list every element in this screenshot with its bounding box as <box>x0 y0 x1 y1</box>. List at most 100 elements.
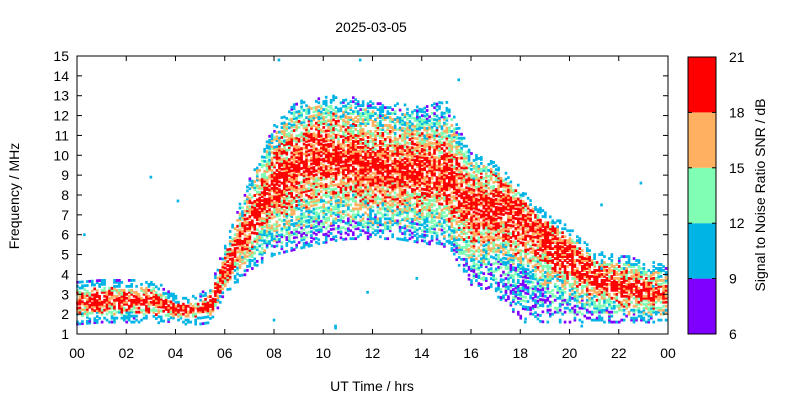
data-point <box>214 284 217 288</box>
data-point <box>342 140 345 144</box>
data-point <box>401 226 404 230</box>
data-point <box>403 163 407 166</box>
data-point <box>445 194 449 198</box>
data-point <box>265 245 269 249</box>
data-point <box>297 217 301 221</box>
data-point <box>127 296 131 300</box>
data-point <box>361 122 365 125</box>
data-point <box>398 219 402 223</box>
data-point <box>354 185 358 189</box>
data-point <box>236 224 239 228</box>
data-point <box>78 294 82 298</box>
data-point <box>418 211 422 214</box>
data-point <box>388 157 392 161</box>
data-point <box>354 138 358 141</box>
data-point <box>265 192 269 195</box>
data-point <box>344 182 348 185</box>
data-point <box>307 203 311 206</box>
data-point <box>462 154 466 158</box>
data-point <box>157 305 161 309</box>
data-point <box>305 155 308 159</box>
data-point <box>223 280 227 284</box>
data-point <box>287 174 291 177</box>
data-point <box>428 184 431 188</box>
data-point <box>366 104 370 108</box>
data-point <box>361 149 365 153</box>
data-point <box>334 155 338 159</box>
data-point <box>420 209 424 213</box>
data-point <box>371 120 375 123</box>
data-point <box>312 203 316 207</box>
data-point <box>342 164 345 168</box>
data-point <box>393 159 397 163</box>
data-point <box>191 310 195 314</box>
data-point <box>317 109 321 113</box>
data-point <box>159 315 163 319</box>
data-point <box>108 286 111 290</box>
data-point <box>354 213 358 217</box>
data-point <box>425 220 429 224</box>
data-point <box>411 172 414 176</box>
data-point <box>359 171 362 175</box>
data-point <box>332 207 335 211</box>
data-point <box>460 146 463 150</box>
data-point <box>300 192 303 196</box>
data-point <box>420 171 424 175</box>
data-point <box>255 236 259 239</box>
data-point <box>391 169 394 173</box>
data-point <box>248 207 252 210</box>
data-point <box>470 223 473 227</box>
data-point <box>105 300 109 304</box>
data-point <box>344 130 348 134</box>
data-point <box>435 142 439 146</box>
data-point <box>334 191 338 195</box>
data-point <box>411 152 414 156</box>
data-point <box>260 187 264 191</box>
data-point <box>366 153 370 157</box>
data-point <box>312 193 316 197</box>
data-point <box>401 198 404 202</box>
data-point <box>302 235 306 239</box>
data-point <box>255 228 259 232</box>
data-point <box>214 290 217 293</box>
data-point <box>433 169 436 173</box>
data-point <box>356 155 360 159</box>
data-point <box>379 132 382 135</box>
data-point <box>154 301 158 305</box>
data-point <box>374 221 377 225</box>
data-point <box>396 159 399 163</box>
data-point <box>438 172 441 176</box>
data-point <box>290 151 294 155</box>
data-point <box>337 137 340 141</box>
data-point <box>302 228 306 231</box>
data-point <box>374 193 377 197</box>
data-point <box>312 195 316 199</box>
data-point <box>93 303 97 307</box>
data-point <box>78 306 82 310</box>
data-point <box>465 194 468 198</box>
data-point <box>450 217 454 221</box>
data-point <box>265 180 269 183</box>
data-point <box>260 229 264 232</box>
data-point <box>364 122 367 125</box>
data-point <box>135 314 138 318</box>
data-point <box>418 153 422 157</box>
data-point <box>455 127 459 130</box>
data-point <box>359 207 362 211</box>
data-point <box>455 168 459 172</box>
data-point <box>347 122 350 125</box>
data-point <box>457 132 461 136</box>
data-point <box>388 139 392 143</box>
data-point <box>317 117 321 121</box>
data-point <box>302 176 306 180</box>
data-point <box>268 188 271 192</box>
data-point <box>251 195 254 199</box>
data-point <box>327 135 330 138</box>
data-point <box>270 238 274 242</box>
data-point <box>411 204 414 207</box>
data-point <box>297 181 301 185</box>
data-point <box>118 278 121 282</box>
data-point <box>420 173 424 177</box>
data-point <box>344 189 348 193</box>
data-point <box>411 136 414 140</box>
